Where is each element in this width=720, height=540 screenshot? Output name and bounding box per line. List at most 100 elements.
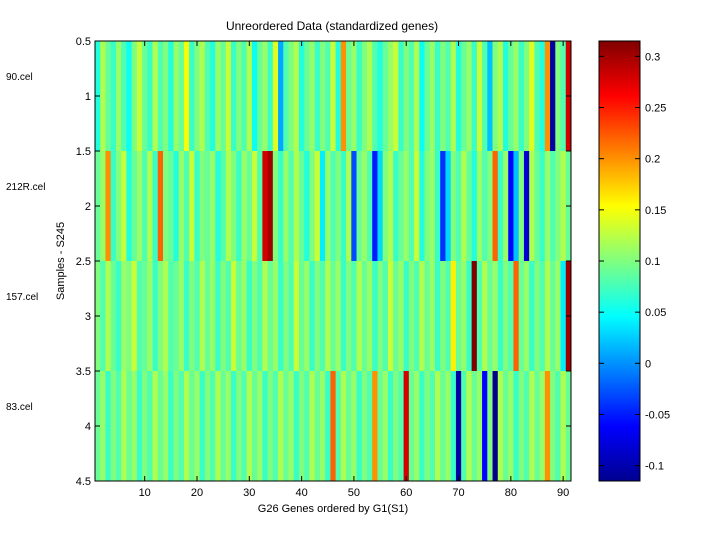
heatmap-cell	[325, 151, 331, 262]
heatmap-cell	[513, 261, 520, 372]
x-tick-label: 70	[452, 487, 464, 499]
heatmap-cell	[487, 41, 493, 152]
heatmap-cell	[257, 41, 263, 152]
heatmap-cell	[550, 371, 556, 482]
heatmap-cell	[450, 41, 457, 152]
heatmap-cell	[152, 371, 159, 482]
x-axis-label: G26 Genes ordered by G1(S1)	[258, 503, 408, 515]
heatmap-cell	[304, 41, 310, 152]
heatmap-cell	[199, 41, 206, 152]
heatmap-cell	[220, 261, 227, 372]
heatmap-cell	[523, 371, 530, 482]
heatmap-cell	[356, 151, 363, 262]
heatmap-cell	[262, 41, 269, 152]
heatmap-cell	[518, 151, 525, 262]
heatmap-cell	[100, 151, 106, 262]
heatmap-cell	[168, 261, 174, 372]
heatmap-cell	[267, 151, 274, 262]
heatmap-cell	[372, 371, 378, 482]
heatmap-cell	[278, 371, 284, 482]
heatmap-cell	[435, 41, 441, 152]
heatmap-cell	[173, 261, 180, 372]
heatmap-cell	[105, 371, 112, 482]
heatmap-cell	[544, 261, 551, 372]
heatmap-cell	[487, 151, 493, 262]
heatmap-cell	[189, 371, 195, 482]
heatmap-cell	[534, 261, 541, 372]
heatmap-cell	[560, 41, 567, 152]
heatmap-cell	[288, 41, 295, 152]
heatmap-cell	[351, 151, 357, 262]
heatmap-cell	[450, 151, 457, 262]
heatmap-cell	[398, 371, 405, 482]
colorbar-tick-label: -0.05	[645, 409, 670, 421]
heatmap-cell	[267, 41, 274, 152]
heatmap-cell	[335, 41, 342, 152]
colorbar-tick-label: 0.25	[645, 103, 666, 115]
heatmap-cell	[319, 41, 326, 152]
heatmap-cell	[372, 261, 378, 372]
colorbar-tick-label: 0.05	[645, 307, 666, 319]
heatmap-cell	[215, 261, 221, 372]
heatmap-cell	[246, 151, 253, 262]
heatmap-cell	[351, 41, 357, 152]
heatmap-cell	[288, 151, 295, 262]
heatmap-cell	[393, 261, 399, 372]
heatmap-cell	[534, 371, 541, 482]
heatmap-cell	[393, 41, 399, 152]
colorbar-tick-label: 0.1	[645, 256, 660, 268]
heatmap-cell	[544, 371, 551, 482]
heatmap-cell	[136, 151, 143, 262]
heatmap-cell	[482, 151, 488, 262]
heatmap-cell	[461, 151, 467, 262]
heatmap-cell	[560, 151, 567, 262]
heatmap-cell	[492, 151, 499, 262]
heatmap-cell	[293, 151, 300, 262]
heatmap-cell	[157, 41, 164, 152]
heatmap-cell	[445, 151, 452, 262]
heatmap-cell	[110, 371, 117, 482]
y-tick-label: 1.5	[76, 146, 91, 158]
heatmap-cell	[482, 371, 488, 482]
x-tick-label: 30	[243, 487, 255, 499]
heatmap-cell	[173, 151, 180, 262]
heatmap-cell	[550, 151, 556, 262]
heatmap-cell	[309, 151, 316, 262]
heatmap-cell	[440, 261, 446, 372]
heatmap-cell	[314, 261, 321, 372]
colorbar-tick-label: 0.15	[645, 205, 666, 217]
heatmap-cell	[288, 371, 295, 482]
heatmap-cell	[126, 151, 133, 262]
heatmap-cell	[346, 151, 352, 262]
heatmap-cell	[497, 151, 504, 262]
heatmap-cell	[555, 261, 561, 372]
heatmap-cell	[435, 261, 441, 372]
heatmap-cell	[330, 151, 337, 262]
heatmap-cell	[466, 41, 473, 152]
heatmap-cell	[115, 41, 122, 152]
heatmap-cell	[403, 151, 410, 262]
heatmap-cell	[419, 371, 425, 482]
heatmap-cell	[236, 151, 242, 262]
heatmap-cell	[387, 151, 394, 262]
heatmap-cell	[210, 151, 216, 262]
heatmap-cell	[382, 371, 389, 482]
heatmap-cell	[414, 151, 420, 262]
heatmap-cell	[278, 261, 284, 372]
heatmap-cell	[429, 41, 436, 152]
heatmap-cell	[382, 261, 389, 372]
heatmap-cell	[335, 151, 342, 262]
heatmap-cell	[518, 261, 525, 372]
heatmap-cell	[183, 371, 190, 482]
heatmap-cell	[183, 151, 190, 262]
heatmap-cell	[262, 371, 269, 482]
heatmap-cell	[419, 261, 425, 372]
heatmap-cell	[168, 41, 174, 152]
heatmap-cell	[455, 371, 462, 482]
heatmap-cell	[377, 41, 384, 152]
heatmap-cell	[398, 261, 405, 372]
heatmap-cell	[194, 371, 201, 482]
heatmap-cell	[455, 261, 462, 372]
x-tick-label: 20	[191, 487, 203, 499]
